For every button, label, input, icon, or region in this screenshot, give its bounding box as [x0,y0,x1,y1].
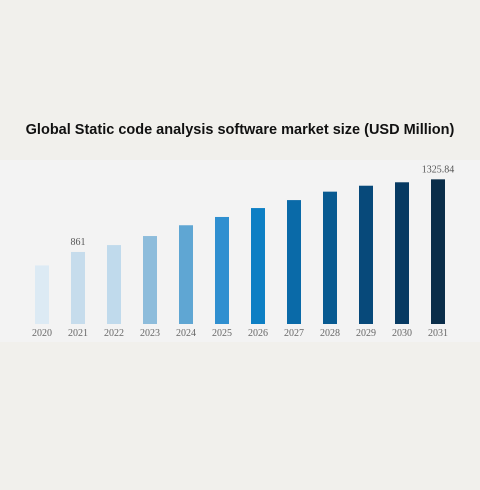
bar-2031 [431,179,445,324]
bar-2023 [143,236,157,324]
x-tick-label-2023: 2023 [140,328,160,339]
bar-2030 [395,182,409,324]
x-tick-label-2028: 2028 [320,328,340,339]
bar-2024 [179,225,193,324]
bar-2022 [107,245,121,324]
bar-2027 [287,200,301,324]
x-tick-label-2030: 2030 [392,328,412,339]
plot-area: 2020 2021 861 2022 2023 2024 2025 2026 2027 2028 2… [0,160,480,342]
x-tick-label-2025: 2025 [212,328,232,339]
x-tick-label-2031: 2031 [428,328,448,339]
data-label-2031: 1325.84 [422,164,455,175]
bar-2026 [251,208,265,324]
data-label-2021: 861 [71,237,86,248]
bar-2021 [71,251,85,324]
x-tick-label-2021: 2021 [68,328,88,339]
x-tick-label-2024: 2024 [176,328,196,339]
bar-2025 [215,216,229,324]
chart-title: Global Static code analysis software mar… [25,122,455,138]
x-tick-label-2022: 2022 [104,328,124,339]
bar-2029 [359,185,373,324]
x-tick-label-2027: 2027 [284,328,304,339]
bar-2028 [323,191,337,324]
x-tick-label-2029: 2029 [356,328,376,339]
x-tick-label-2026: 2026 [248,328,268,339]
bar-chart: 2020 2021 861 2022 2023 2024 2025 2026 2027 2028 2… [32,164,455,339]
x-tick-label-2020: 2020 [32,328,52,339]
bar-2020 [35,265,49,324]
